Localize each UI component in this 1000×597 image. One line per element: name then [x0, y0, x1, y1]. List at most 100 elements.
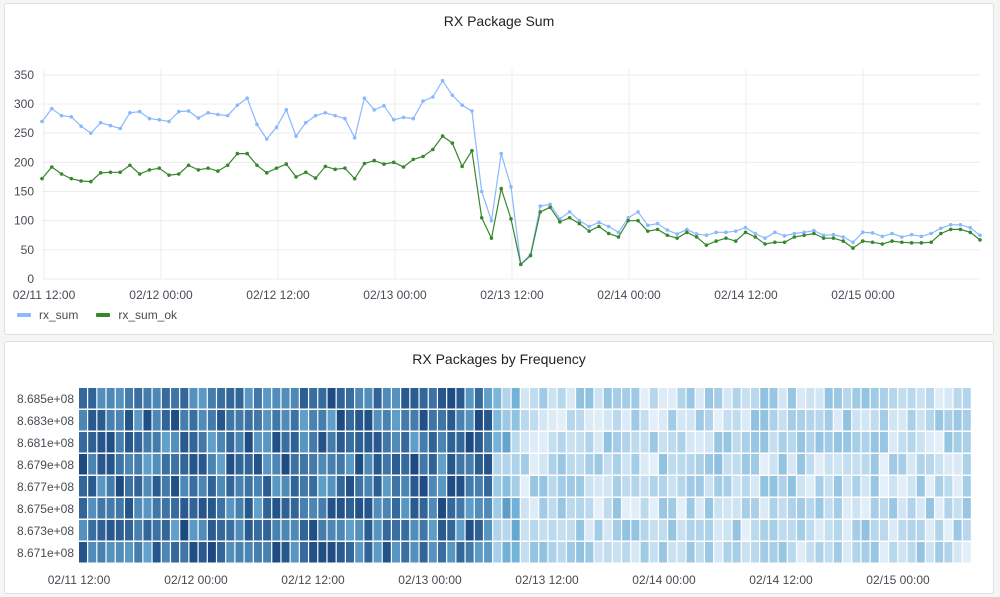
heatmap-cell [392, 454, 401, 475]
heatmap-cell [198, 476, 207, 497]
heatmap-cell [612, 520, 621, 541]
x-tick-label: 02/12 00:00 [164, 573, 228, 587]
heatmap-cell [309, 520, 318, 541]
heatmap-cell [640, 432, 649, 453]
heatmap-cell [732, 432, 741, 453]
heatmap-cell [244, 476, 253, 497]
heatmap-cell [115, 454, 124, 475]
x-tick-label: 02/14 12:00 [749, 573, 813, 587]
heatmap-cell [787, 410, 796, 431]
heatmap-cell [447, 542, 456, 563]
heatmap-cell [585, 476, 594, 497]
data-point-rx_sum_ok [528, 253, 533, 258]
heatmap-cell [290, 410, 299, 431]
data-point-rx_sum [206, 110, 210, 115]
x-tick-label: 02/14 12:00 [714, 288, 778, 302]
heatmap-cell [465, 432, 474, 453]
x-tick-label: 02/15 00:00 [866, 573, 930, 587]
data-point-rx_sum_ok [421, 154, 425, 159]
heatmap-cell [658, 388, 667, 409]
data-point-rx_sum_ok [860, 239, 865, 243]
heatmap-cell [410, 476, 419, 497]
heatmap-cell [493, 410, 502, 431]
heatmap-cell [447, 454, 456, 475]
heatmap-cell [548, 388, 557, 409]
data-point-rx_sum [919, 234, 924, 239]
heatmap-cell [907, 454, 916, 475]
heatmap-cell [401, 542, 410, 563]
heatmap-cell [797, 432, 806, 453]
heatmap-cell [686, 498, 695, 519]
heatmap-cell [631, 388, 640, 409]
heatmap-cell [235, 454, 244, 475]
heatmap-cell [530, 410, 539, 431]
heatmap-cell [474, 476, 483, 497]
heatmap-cell [760, 542, 769, 563]
legend-swatch-rx-sum-ok [96, 313, 111, 317]
heatmap-cell [520, 410, 529, 431]
data-point-rx_sum [968, 225, 973, 230]
heatmap-cell [299, 454, 308, 475]
data-point-rx_sum [802, 230, 806, 235]
heatmap-cell [428, 542, 437, 563]
data-point-rx_sum_ok [626, 218, 631, 223]
heatmap-cell [97, 542, 106, 563]
heatmap-cell [889, 432, 898, 453]
heatmap-cell [686, 454, 695, 475]
heatmap-cell [962, 388, 971, 409]
heatmap-cell [714, 542, 723, 563]
heatmap-cell [511, 432, 520, 453]
heatmap-cell [870, 388, 879, 409]
heatmap-cell [171, 432, 180, 453]
heatmap-cell [447, 432, 456, 453]
data-point-rx_sum_ok [724, 236, 728, 240]
heatmap-cell [907, 410, 916, 431]
heatmap-cell [235, 542, 244, 563]
heatmap-cell [935, 520, 944, 541]
heatmap-cell [677, 520, 686, 541]
heatmap-cell [207, 388, 216, 409]
legend-item-rx-sum[interactable]: rx_sum [17, 308, 78, 322]
heatmap-cell [760, 520, 769, 541]
heatmap-cell [539, 476, 548, 497]
heatmap-cell [944, 476, 953, 497]
heatmap-cell [198, 520, 207, 541]
heatmap-cell [493, 432, 502, 453]
heatmap-cell [677, 388, 686, 409]
heatmap-cell [198, 432, 207, 453]
data-point-rx_sum_ok [391, 160, 396, 165]
data-point-rx_sum_ok [948, 227, 953, 232]
heatmap-cell [714, 520, 723, 541]
heatmap-cell [852, 542, 861, 563]
heatmap-cell [419, 410, 428, 431]
heatmap-cell [401, 498, 410, 519]
data-point-rx_sum_ok [343, 166, 347, 170]
heatmap-cell [161, 520, 170, 541]
heatmap-cell [355, 432, 364, 453]
data-point-rx_sum [313, 113, 318, 118]
heatmap-cell [511, 476, 520, 497]
x-tick-label: 02/12 12:00 [281, 573, 345, 587]
data-point-rx_sum [196, 116, 201, 120]
heatmap-cell [898, 454, 907, 475]
heatmap-cell [631, 542, 640, 563]
heatmap-cell [705, 454, 714, 475]
heatmap-cell [594, 432, 603, 453]
heatmap-cell [935, 498, 944, 519]
data-point-rx_sum_ok [196, 168, 201, 172]
heatmap-cell [189, 410, 198, 431]
data-point-rx_sum [499, 151, 504, 156]
heatmap-cell [824, 498, 833, 519]
heatmap-cell [566, 498, 575, 519]
legend-item-rx-sum-ok[interactable]: rx_sum_ok [96, 308, 177, 322]
data-point-rx_sum_ok [460, 164, 464, 169]
heatmap-cell [751, 454, 760, 475]
data-point-rx_sum_ok [616, 235, 621, 239]
heatmap-cell [612, 476, 621, 497]
heatmap-cell [198, 542, 207, 563]
data-point-rx_sum_ok [939, 231, 943, 236]
heatmap-cell [152, 542, 161, 563]
heatmap-cell [125, 542, 134, 563]
data-point-rx_sum [489, 218, 494, 223]
heatmap-cell [843, 388, 852, 409]
